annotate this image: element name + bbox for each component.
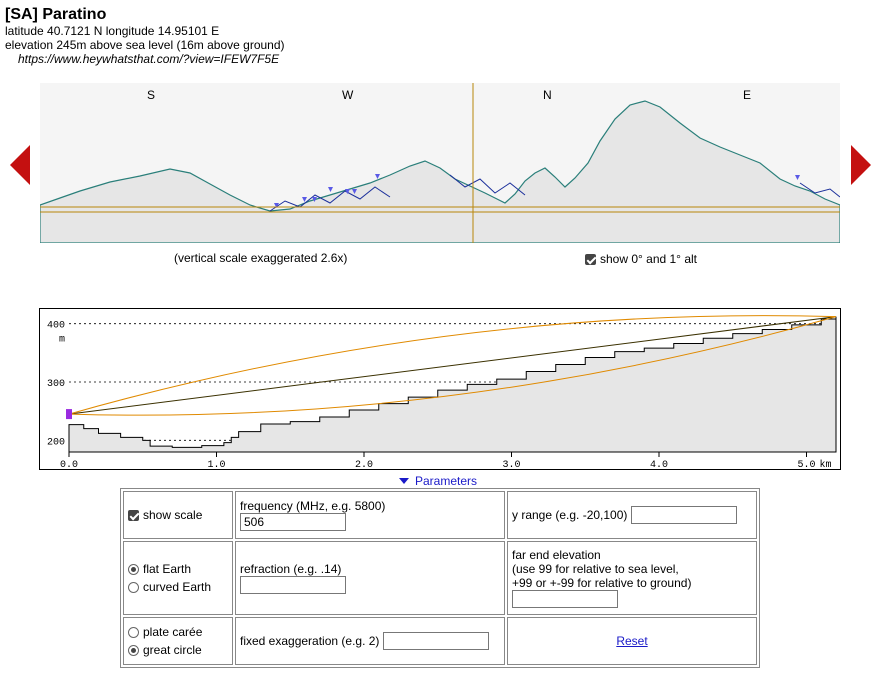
great-circle-label: great circle xyxy=(143,643,202,657)
elevation-profile-chart[interactable]: 0.0 1.0 2.0 3.0 4.0 5.0 km 200 300 400 m xyxy=(39,308,841,471)
great-circle-radio[interactable] xyxy=(128,644,139,656)
flat-earth-radio[interactable] xyxy=(128,563,139,575)
show-scale-checkbox[interactable] xyxy=(128,509,139,521)
earth-model-cell: flat Earth curved Earth xyxy=(123,541,233,615)
profile-svg: 0.0 1.0 2.0 3.0 4.0 5.0 km 200 300 400 m xyxy=(39,308,841,471)
pan-left-arrow-icon[interactable] xyxy=(10,145,30,185)
show-alt-label: show 0° and 1° alt xyxy=(600,252,697,266)
frequency-label: frequency (MHz, e.g. 5800) xyxy=(240,499,386,513)
compass-east: E xyxy=(743,88,751,102)
far-end-input[interactable] xyxy=(512,590,618,608)
far-end-hint-2: +99 or +-99 for relative to ground) xyxy=(512,576,692,590)
elevation-text: elevation 245m above sea level (16m abov… xyxy=(5,38,285,52)
show-scale-label: show scale xyxy=(143,508,203,522)
parameters-toggle[interactable]: Parameters xyxy=(399,474,477,488)
frequency-input[interactable] xyxy=(240,513,346,531)
parameters-link[interactable]: Parameters xyxy=(415,474,478,488)
coordinates-text: latitude 40.7121 N longitude 14.95101 E xyxy=(5,24,220,38)
show-alt-toggle[interactable]: show 0° and 1° alt xyxy=(585,252,697,266)
parameters-table: show scale frequency (MHz, e.g. 5800) y … xyxy=(120,488,760,668)
show-alt-checkbox[interactable] xyxy=(585,253,596,265)
y-range-label: y range (e.g. -20,100) xyxy=(512,508,628,522)
curved-earth-radio[interactable] xyxy=(128,581,139,593)
fresnel-lower xyxy=(68,316,837,416)
x-tick-label: 4.0 xyxy=(650,460,668,470)
y-tick-label: 200 xyxy=(47,437,65,448)
x-tick-label: 3.0 xyxy=(502,460,520,470)
frequency-cell: frequency (MHz, e.g. 5800) xyxy=(235,491,505,539)
view-url[interactable]: https://www.heywhatsthat.com/?view=IFEW7… xyxy=(18,52,280,66)
fixed-exaggeration-input[interactable] xyxy=(383,632,490,650)
fixed-exaggeration-cell: fixed exaggeration (e.g. 2) xyxy=(235,617,505,665)
fixed-exaggeration-label: fixed exaggeration (e.g. 2) xyxy=(240,634,380,648)
x-tick-label: 2.0 xyxy=(355,460,373,470)
reset-cell: Reset xyxy=(507,617,757,665)
refraction-label: refraction (e.g. .14) xyxy=(240,562,342,576)
x-tick-label: 1.0 xyxy=(207,460,225,470)
y-tick-label: 300 xyxy=(47,379,65,390)
refraction-cell: refraction (e.g. .14) xyxy=(235,541,505,615)
panorama-ridge-detail xyxy=(269,174,840,212)
reset-link[interactable]: Reset xyxy=(616,634,648,648)
terrain-profile xyxy=(68,316,837,453)
x-tick-label: 0.0 xyxy=(60,460,78,470)
chevron-down-icon xyxy=(399,478,409,484)
y-range-input[interactable] xyxy=(631,506,738,524)
x-tick-label: 5.0 xyxy=(797,460,815,470)
observer-marker xyxy=(66,409,72,420)
panorama-view[interactable]: S W N E xyxy=(40,83,840,243)
y-range-cell: y range (e.g. -20,100) xyxy=(507,491,757,539)
plate-caree-label: plate carée xyxy=(143,625,203,639)
far-end-hint-1: (use 99 for relative to sea level, xyxy=(512,562,679,576)
compass-north: N xyxy=(543,88,552,102)
far-end-title: far end elevation xyxy=(512,548,601,562)
panorama-peak-markers xyxy=(274,174,800,208)
x-unit-label: km xyxy=(820,459,832,470)
line-of-sight xyxy=(68,316,837,415)
projection-cell: plate carée great circle xyxy=(123,617,233,665)
compass-west: W xyxy=(342,88,354,102)
show-scale-cell: show scale xyxy=(123,491,233,539)
pan-right-arrow-icon[interactable] xyxy=(851,145,871,185)
refraction-input[interactable] xyxy=(240,576,346,594)
location-title: [SA] Paratino xyxy=(5,6,107,23)
far-end-cell: far end elevation (use 99 for relative t… xyxy=(507,541,757,615)
y-unit-label: m xyxy=(59,335,65,346)
location-header: [SA] Paratino latitude 40.7121 N longitu… xyxy=(5,5,285,66)
flat-earth-label: flat Earth xyxy=(143,562,192,576)
plate-caree-radio[interactable] xyxy=(128,626,139,638)
curved-earth-label: curved Earth xyxy=(143,580,212,594)
y-tick-label: 400 xyxy=(47,321,65,332)
vertical-scale-caption: (vertical scale exaggerated 2.6x) xyxy=(174,251,348,265)
compass-south: S xyxy=(147,88,155,102)
fresnel-upper xyxy=(68,315,837,415)
